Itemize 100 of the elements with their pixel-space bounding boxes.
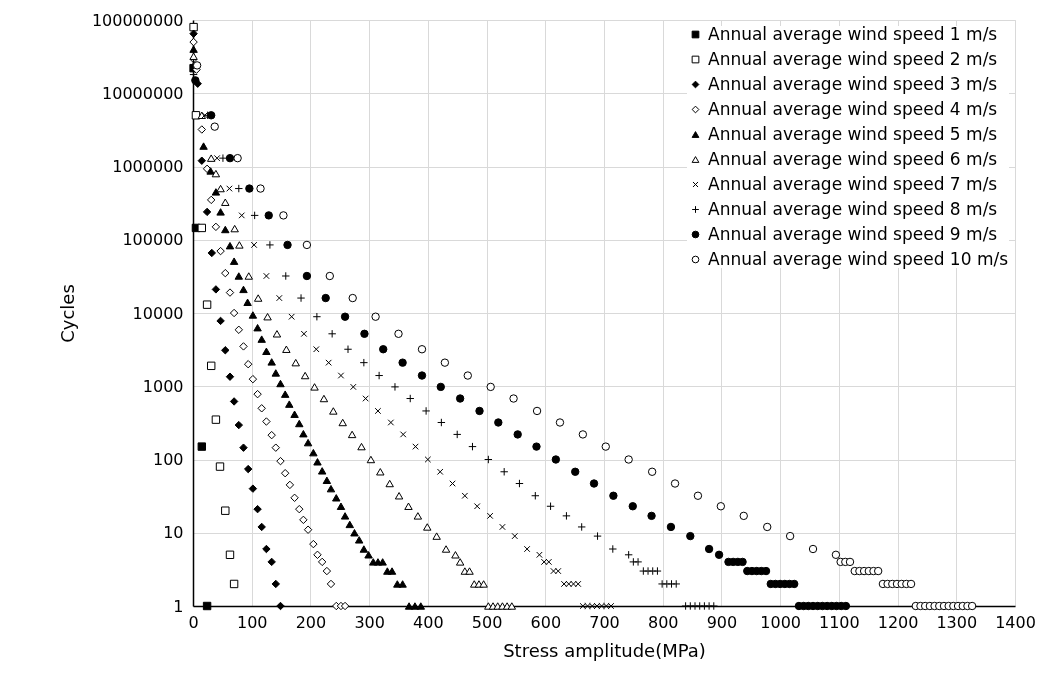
- point: [206, 111, 216, 120]
- point: [206, 154, 216, 162]
- point: [359, 545, 369, 553]
- point: [648, 566, 657, 576]
- point: [221, 346, 230, 355]
- point: [532, 406, 542, 416]
- y-tick-label: 10000000: [102, 83, 184, 103]
- point: [845, 557, 855, 567]
- point: [417, 371, 427, 380]
- point: [340, 312, 350, 321]
- point: [189, 22, 198, 32]
- point: [229, 579, 239, 589]
- point: [211, 188, 221, 196]
- point: [574, 580, 582, 588]
- point: [248, 311, 258, 319]
- point: [263, 313, 272, 321]
- point: [347, 430, 357, 439]
- x-tick-label: 1300: [936, 612, 978, 632]
- point: [578, 430, 588, 439]
- point: [967, 601, 977, 611]
- y-tick-label: 100000000: [91, 10, 184, 30]
- point: [394, 492, 404, 500]
- point: [225, 153, 235, 163]
- point: [360, 329, 369, 338]
- point: [340, 512, 350, 520]
- point: [234, 420, 244, 430]
- point: [499, 467, 509, 476]
- point: [326, 484, 336, 493]
- point: [234, 272, 244, 280]
- point: [267, 358, 276, 366]
- x-tick-label: 500: [471, 612, 503, 632]
- x-tick-label: 1100: [819, 612, 860, 632]
- point: [310, 383, 319, 391]
- point: [299, 429, 308, 438]
- point: [271, 579, 280, 589]
- x-tick-label: 1200: [877, 612, 919, 632]
- point: [379, 345, 388, 354]
- point: [192, 61, 202, 70]
- legend-label: Annual average wind speed 8 m/s: [708, 198, 998, 219]
- point: [321, 293, 330, 303]
- point: [197, 442, 207, 451]
- point: [376, 468, 385, 476]
- point: [296, 293, 306, 303]
- x-tick-label: 100: [236, 612, 268, 632]
- point: [624, 455, 633, 464]
- point: [216, 316, 225, 326]
- point: [348, 293, 357, 303]
- point: [215, 462, 225, 471]
- x-tick-label: 800: [647, 612, 679, 632]
- point: [357, 442, 366, 451]
- y-tick-label: 100000: [122, 230, 184, 250]
- point: [499, 523, 506, 531]
- point: [362, 395, 369, 402]
- x-tick-label: 1400: [995, 612, 1036, 632]
- point: [221, 225, 230, 234]
- point: [189, 29, 198, 38]
- legend-label: Annual average wind speed 1 m/s: [708, 23, 998, 44]
- point: [672, 579, 681, 589]
- point: [257, 522, 266, 532]
- point: [413, 512, 423, 520]
- point: [394, 329, 403, 338]
- point: [302, 240, 312, 250]
- point: [319, 394, 329, 403]
- point: [554, 567, 562, 575]
- legend-label: Annual average wind speed 10 m/s: [708, 248, 1009, 269]
- point: [271, 369, 280, 377]
- point: [628, 502, 637, 511]
- point: [463, 371, 472, 380]
- point: [423, 523, 432, 531]
- point: [206, 361, 216, 371]
- point: [302, 271, 312, 281]
- point: [336, 502, 346, 510]
- point: [338, 418, 347, 427]
- point: [337, 372, 345, 379]
- point: [206, 167, 215, 175]
- point: [211, 169, 221, 178]
- legend-label: Annual average wind speed 4 m/s: [708, 98, 998, 119]
- point: [465, 567, 474, 575]
- legend-label: Annual average wind speed 3 m/s: [708, 73, 998, 94]
- point: [332, 494, 341, 502]
- point: [283, 240, 292, 250]
- point: [233, 153, 242, 163]
- point: [571, 467, 580, 476]
- point: [189, 52, 198, 60]
- point: [202, 601, 212, 611]
- point: [670, 479, 680, 488]
- point: [253, 294, 263, 302]
- point: [225, 372, 235, 381]
- point: [417, 345, 427, 354]
- point: [276, 294, 283, 302]
- point: [398, 580, 407, 588]
- point: [197, 156, 207, 165]
- point: [303, 438, 313, 447]
- point: [593, 531, 602, 541]
- point: [608, 544, 618, 554]
- point: [312, 312, 322, 321]
- point: [230, 224, 239, 233]
- point: [276, 601, 285, 611]
- point: [695, 601, 704, 611]
- point: [276, 379, 285, 388]
